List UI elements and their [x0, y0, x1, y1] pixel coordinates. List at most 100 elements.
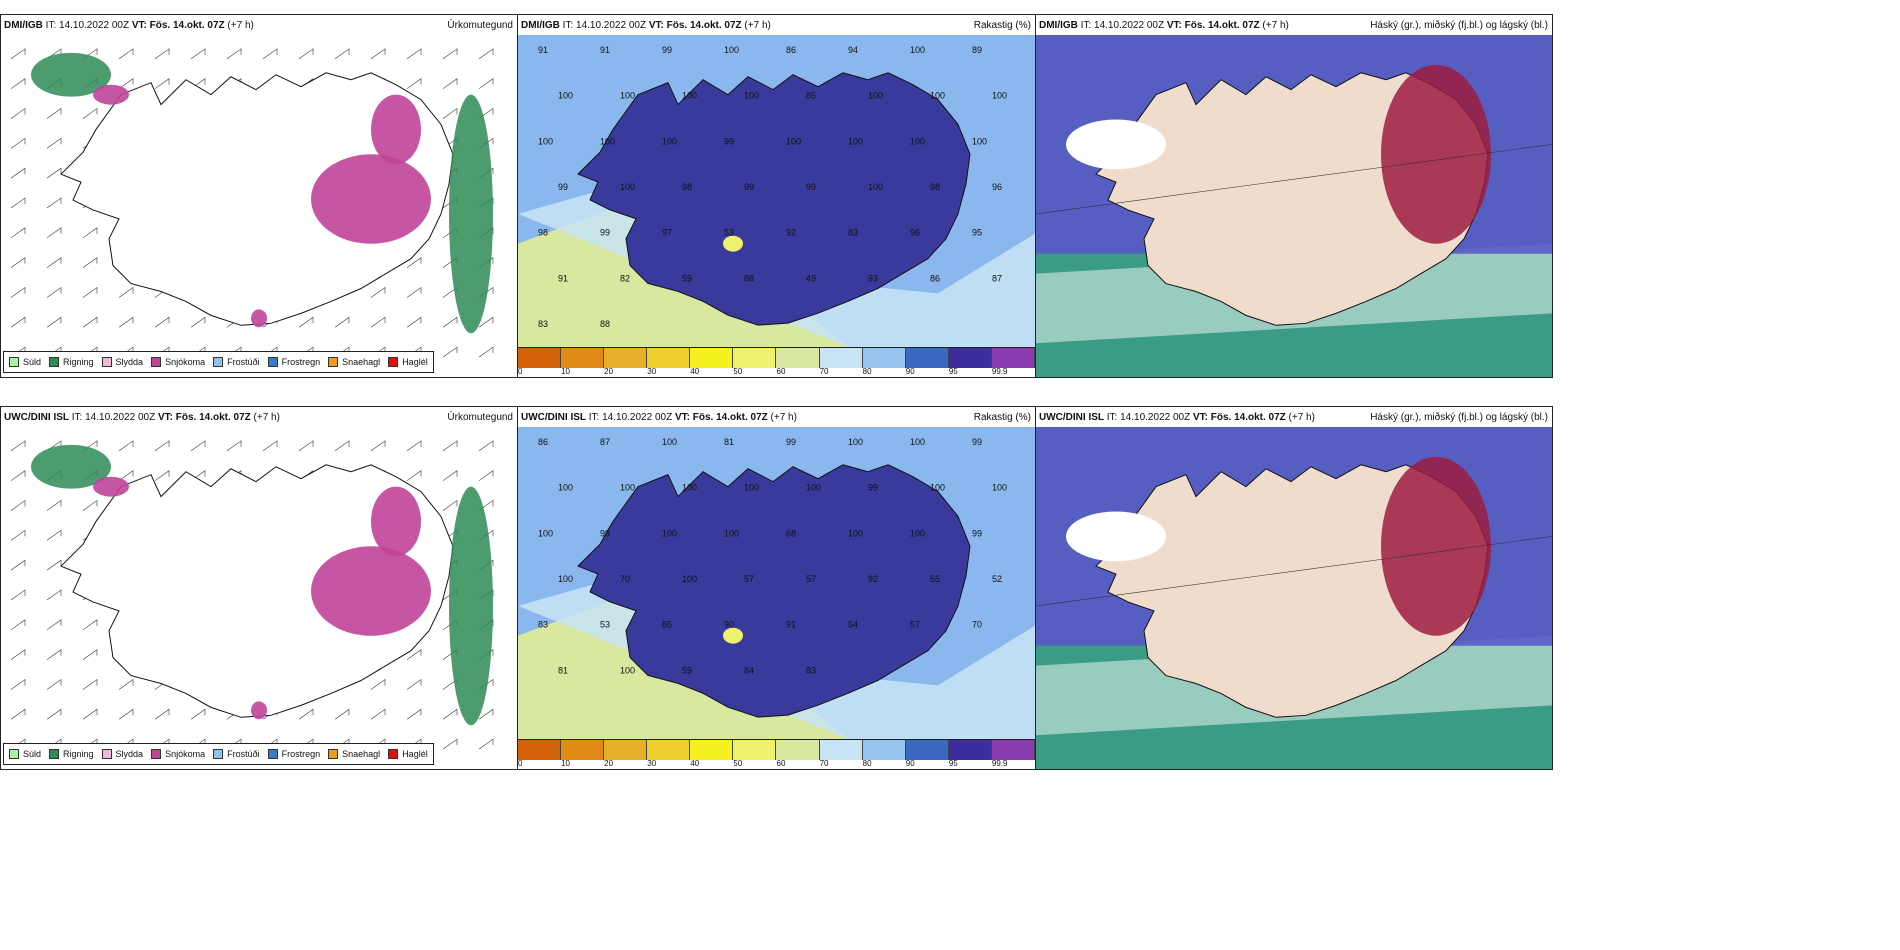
precip-type-legend: Súld Rigning Slydda Snjókoma Frostúði Frostre… [3, 351, 434, 373]
snow-area [93, 84, 129, 105]
humidity-value-label: 100 [910, 45, 925, 55]
colorbar-segment [991, 740, 1035, 760]
cloud-map [1036, 35, 1552, 377]
legend-item: Haglél [388, 357, 428, 367]
humidity-value-label: 98 [538, 228, 548, 238]
humidity-value-label: 100 [600, 136, 615, 146]
legend-label: Haglél [402, 749, 428, 759]
humidity-value-label: 100 [620, 182, 635, 192]
front-line [1036, 536, 1552, 607]
legend-swatch [151, 357, 162, 367]
legend-swatch [9, 749, 19, 759]
panel-type-dmi: DMI/IGB IT: 14.10.2022 00Z VT: Fös. 14.o… [0, 14, 518, 378]
legend-label: Rigning [63, 357, 94, 367]
humidity-value-label: 100 [972, 136, 987, 146]
colorbar-tick: 50 [733, 759, 743, 768]
legend-item: Frostregn [267, 749, 321, 759]
humidity-value-label: 84 [744, 665, 754, 675]
humidity-dry-spot [723, 235, 743, 252]
colorbar-segment [690, 740, 734, 760]
humidity-value-label: 59 [682, 665, 692, 675]
humidity-value-label: 99 [600, 228, 610, 238]
panel-title: Rakastig (%) [973, 412, 1031, 423]
colorbar-tick: 20 [604, 759, 614, 768]
legend-label: Frostregn [281, 749, 321, 759]
humidity-value-label: 100 [538, 528, 553, 538]
front-line [1036, 144, 1552, 215]
colorbar-tick: 70 [819, 759, 829, 768]
humidity-colorbar: 0 10 20 30 40 50 60 70 80 90 95 99.9 [518, 739, 1035, 769]
colorbar-tick: 30 [647, 759, 657, 768]
legend-item: Haglél [388, 749, 428, 759]
humidity-value-label: 55 [930, 574, 940, 584]
legend-swatch [49, 357, 60, 367]
cloud-map [1036, 427, 1552, 769]
high-cloud-area [1381, 456, 1491, 636]
legend-label: Snjókoma [165, 749, 206, 759]
humidity-value-label: 85 [662, 620, 672, 630]
colorbar-segment [561, 348, 605, 368]
precip-type-map [1, 35, 517, 377]
model-name: UWC/DINI ISL [521, 412, 586, 423]
humidity-value-label: 99 [662, 45, 672, 55]
snow-area [371, 94, 421, 165]
legend-item: Frostúði [213, 357, 260, 367]
model-name: DMI/IGB [521, 20, 560, 31]
snow-area [371, 486, 421, 557]
legend-swatch [388, 749, 399, 759]
colorbar-segment [948, 740, 992, 760]
legend-swatch [101, 357, 112, 367]
humidity-value-label: 49 [806, 273, 816, 283]
humidity-value-label: 99 [744, 182, 754, 192]
humidity-value-label: 100 [538, 136, 553, 146]
humidity-value-label: 100 [744, 483, 759, 493]
panel-humidity-uwc: UWC/DINI ISL IT: 14.10.2022 00Z VT: Fös.… [517, 406, 1036, 770]
humidity-value-label: 99 [972, 437, 982, 447]
humidity-value-label: 99 [558, 182, 568, 192]
humidity-value-label: 87 [992, 273, 1002, 283]
humidity-value-label: 68 [786, 528, 796, 538]
legend-swatch [213, 357, 224, 367]
humidity-value-label: 53 [724, 228, 734, 238]
panel-title: Rakastig (%) [973, 20, 1031, 31]
humidity-value-label: 99 [868, 483, 878, 493]
humidity-dry-spot [723, 627, 743, 644]
humidity-value-label: 59 [682, 273, 692, 283]
colorbar-segment [518, 740, 562, 760]
legend-label: Snaehagl [342, 749, 381, 759]
colorbar-segment [776, 740, 820, 760]
legend-swatch [328, 749, 339, 759]
legend-swatch [151, 749, 162, 759]
colorbar-segment [862, 348, 906, 368]
colorbar-ticks: 0 10 20 30 40 50 60 70 80 90 95 99.9 [518, 759, 1035, 769]
humidity-value-label: 90 [724, 620, 734, 630]
humidity-value-label: 94 [848, 45, 858, 55]
legend-swatch [388, 357, 399, 367]
humidity-value-label: 100 [682, 483, 697, 493]
legend-swatch [267, 749, 278, 759]
humidity-value-label: 89 [972, 45, 982, 55]
humidity-value-label: 83 [806, 665, 816, 675]
colorbar-segment [647, 740, 691, 760]
humidity-value-label: 91 [538, 45, 548, 55]
humidity-colorbar: 0 10 20 30 40 50 60 70 80 90 95 99.9 [518, 347, 1035, 377]
legend-label: Frostregn [281, 357, 321, 367]
humidity-value-label: 87 [600, 437, 610, 447]
humidity-value-label: 85 [806, 91, 816, 101]
humidity-value-label: 96 [992, 182, 1002, 192]
model-name: UWC/DINI ISL [4, 412, 69, 423]
humidity-value-label: 57 [744, 574, 754, 584]
rain-area [31, 444, 111, 489]
humidity-value-label: 100 [558, 574, 573, 584]
humidity-value-label: 100 [620, 665, 635, 675]
legend-item: Frostregn [267, 357, 321, 367]
humidity-value-label: 52 [992, 574, 1002, 584]
colorbar-segment [948, 348, 992, 368]
humidity-value-label: 100 [992, 91, 1007, 101]
humidity-value-label: 98 [682, 182, 692, 192]
legend-swatch [49, 749, 60, 759]
humidity-value-label: 100 [910, 136, 925, 146]
humidity-value-label: 92 [868, 574, 878, 584]
humidity-value-label: 100 [848, 437, 863, 447]
colorbar-tick: 90 [905, 759, 915, 768]
